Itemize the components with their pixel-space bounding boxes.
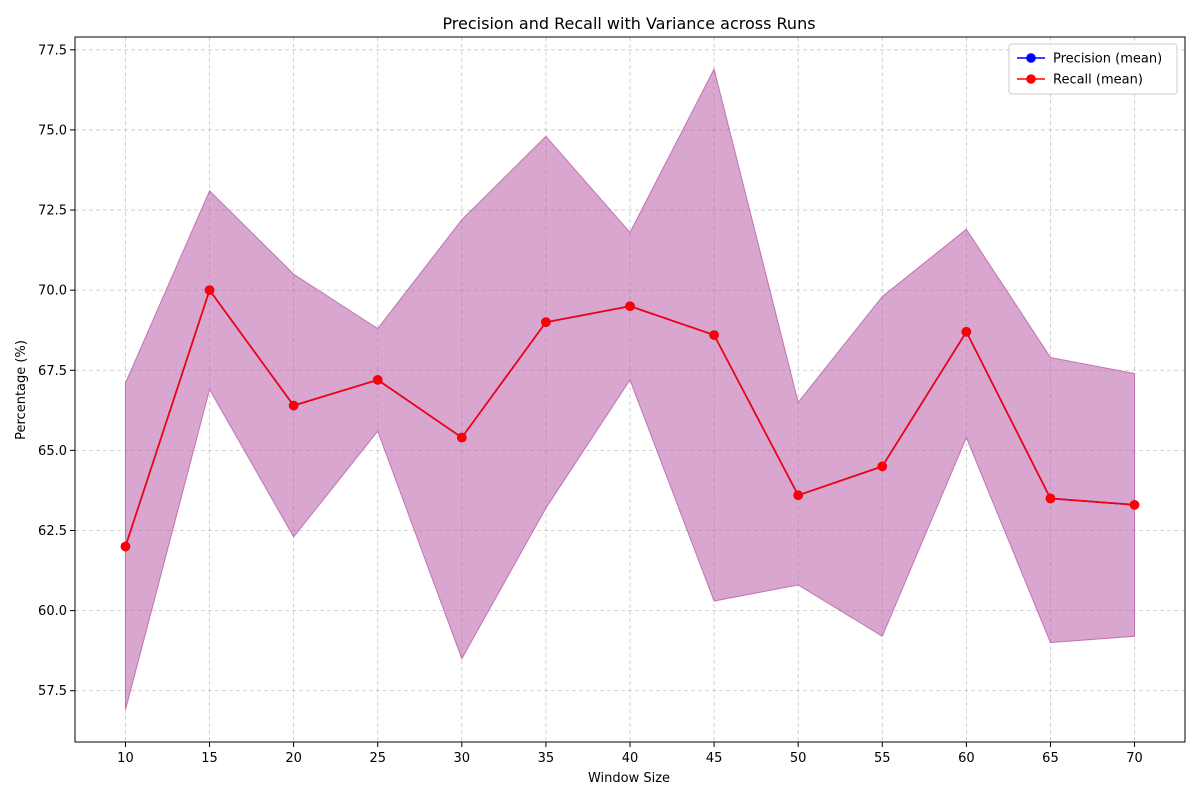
legend-label-precision-mean: Precision (mean) bbox=[1053, 52, 1162, 67]
x-tick-label: 35 bbox=[538, 751, 555, 766]
variance-band-area bbox=[124, 67, 1136, 711]
legend-marker-recall-mean bbox=[1026, 74, 1036, 84]
x-tick-label: 30 bbox=[454, 751, 471, 766]
x-tick-label: 40 bbox=[622, 751, 639, 766]
legend-box bbox=[1008, 43, 1178, 95]
legend-label-recall-mean: Recall (mean) bbox=[1053, 73, 1143, 88]
x-tick-label: 60 bbox=[958, 751, 975, 766]
data-point-recall-mean bbox=[709, 330, 719, 340]
x-axis-ticks: 10 15 20 25 30 35 40 45 50 55 60 65 70 bbox=[117, 742, 1143, 766]
data-point-recall-mean bbox=[793, 490, 803, 501]
y-tick-label: 70.0 bbox=[38, 284, 67, 299]
data-point-recall-mean bbox=[625, 301, 635, 311]
data-point-recall-mean bbox=[541, 317, 551, 328]
y-tick-label: 60.0 bbox=[38, 604, 67, 619]
x-tick-label: 65 bbox=[1042, 751, 1059, 766]
data-point-recall-mean bbox=[204, 285, 215, 295]
legend-marker-precision-mean bbox=[1026, 53, 1036, 63]
data-point-recall-mean bbox=[120, 541, 131, 552]
legend: Precision (mean) Recall (mean) bbox=[1008, 43, 1178, 95]
x-tick-label: 55 bbox=[874, 751, 891, 766]
data-point-recall-mean bbox=[457, 432, 467, 443]
x-tick-label: 45 bbox=[706, 751, 723, 766]
x-tick-label: 50 bbox=[790, 751, 807, 766]
y-tick-label: 57.5 bbox=[38, 684, 67, 699]
y-tick-label: 62.5 bbox=[38, 524, 67, 539]
chart-title: Precision and Recall with Variance acros… bbox=[442, 14, 815, 33]
x-tick-label: 20 bbox=[285, 751, 302, 766]
series-points bbox=[120, 285, 1140, 552]
x-tick-label: 25 bbox=[369, 751, 386, 766]
variance-band bbox=[124, 67, 1136, 711]
x-tick-label: 15 bbox=[201, 751, 218, 766]
y-tick-label: 72.5 bbox=[38, 204, 67, 219]
y-tick-label: 77.5 bbox=[38, 43, 67, 58]
data-point-recall-mean bbox=[877, 461, 888, 472]
y-axis-ticks: 57.5 60.0 62.5 65.0 67.5 70.0 72.5 75.0 77.5 bbox=[38, 43, 75, 699]
y-tick-label: 75.0 bbox=[38, 123, 67, 138]
y-tick-label: 65.0 bbox=[38, 444, 67, 459]
data-point-recall-mean bbox=[1129, 500, 1140, 510]
data-point-recall-mean bbox=[372, 375, 383, 385]
data-point-recall-mean bbox=[288, 400, 299, 411]
x-tick-label: 70 bbox=[1126, 751, 1143, 766]
data-point-recall-mean bbox=[961, 327, 972, 337]
data-point-recall-mean bbox=[1045, 493, 1056, 504]
x-axis-label: Window Size bbox=[588, 771, 670, 786]
y-tick-label: 67.5 bbox=[38, 364, 67, 379]
y-axis-label: Percentage (%) bbox=[14, 340, 29, 440]
x-tick-label: 10 bbox=[117, 751, 134, 766]
